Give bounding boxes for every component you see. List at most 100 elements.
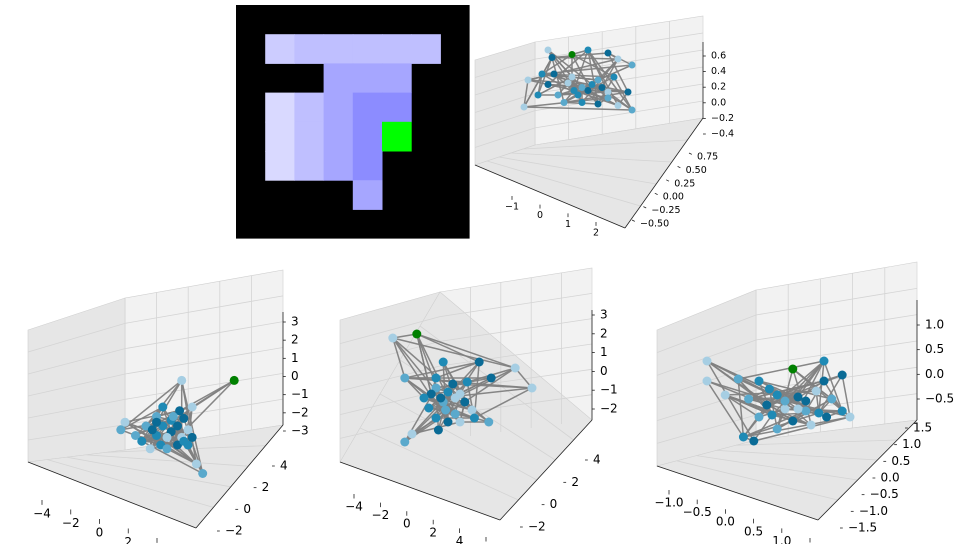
x-tick-label: 0.5 xyxy=(744,524,763,538)
z-tick-label: 0.2 xyxy=(711,82,726,93)
graph-node xyxy=(594,76,602,84)
grid-line xyxy=(474,58,536,78)
grid-line xyxy=(439,368,593,392)
graph-node xyxy=(764,384,774,394)
grid-line xyxy=(124,295,284,324)
graph-node xyxy=(179,413,189,423)
graph-node xyxy=(131,431,140,440)
grid-line xyxy=(439,292,593,318)
edge xyxy=(551,57,565,103)
graph-node xyxy=(152,417,161,427)
graph-node xyxy=(570,87,578,94)
graph-node xyxy=(419,393,429,403)
z-tick-label: 0 xyxy=(600,364,608,378)
edge xyxy=(547,49,589,86)
y-tick-mark xyxy=(688,152,692,155)
graph-node xyxy=(806,420,816,430)
graph-node xyxy=(801,406,811,416)
z-tick-label: 3 xyxy=(291,315,299,329)
graph-node xyxy=(524,76,532,84)
edge xyxy=(706,360,794,422)
graph-node xyxy=(191,459,201,469)
y-tick-label: −0.50 xyxy=(640,219,669,230)
grid-line xyxy=(339,316,441,345)
edge xyxy=(823,360,843,412)
graph-node xyxy=(811,386,821,396)
grid-line xyxy=(486,160,641,207)
grid-line xyxy=(656,414,757,444)
edge xyxy=(120,406,164,431)
edge xyxy=(724,394,760,418)
goal-node xyxy=(229,375,239,385)
graph-node xyxy=(793,404,803,414)
graph-node xyxy=(762,400,772,410)
graph-node xyxy=(801,396,811,406)
graph-node xyxy=(455,417,465,427)
z-tick-label: −2 xyxy=(291,405,309,419)
edge xyxy=(737,378,745,438)
grid-line xyxy=(47,459,214,508)
graph-node xyxy=(168,412,178,421)
x-tick-label: 0 xyxy=(96,526,104,540)
graph-node xyxy=(560,99,568,106)
graph-node xyxy=(443,387,453,397)
graph-node xyxy=(598,84,606,91)
z-tick-label: 3 xyxy=(600,308,608,322)
graph-node xyxy=(772,424,782,434)
y-tick-label: −2 xyxy=(528,520,546,534)
edge xyxy=(392,337,406,379)
z-tick-label: 1 xyxy=(291,351,299,365)
edge xyxy=(180,380,204,474)
grid-line xyxy=(498,156,657,185)
z-tick-label: 0.5 xyxy=(925,342,944,356)
y-tick-label: −1.0 xyxy=(859,504,888,518)
goal-node xyxy=(788,364,798,374)
graph-node xyxy=(179,436,189,446)
graph-node xyxy=(388,333,398,343)
y-axis-line xyxy=(817,419,918,521)
grid-line xyxy=(716,450,878,461)
grid-line xyxy=(27,424,126,441)
grid-line xyxy=(534,32,704,60)
edge xyxy=(742,404,768,438)
graph-node xyxy=(116,425,126,435)
graph-node xyxy=(837,406,847,416)
graph-node xyxy=(467,405,477,415)
edge xyxy=(166,436,197,465)
x-tick-label: −4 xyxy=(345,500,363,514)
grid-line xyxy=(27,373,126,397)
heatmap-cell xyxy=(323,34,354,64)
grid-world-heatmap xyxy=(236,5,470,239)
graph-node xyxy=(438,357,448,367)
edge xyxy=(437,381,468,431)
graph-node xyxy=(744,394,754,404)
graph-node xyxy=(433,425,443,435)
x-tick-label: 2 xyxy=(124,535,132,544)
grid-line xyxy=(419,325,574,441)
x-tick-label: 2 xyxy=(429,525,437,539)
edge xyxy=(601,58,619,88)
heatmap-cell xyxy=(323,151,354,181)
graph-node xyxy=(578,84,586,91)
edge xyxy=(818,360,825,414)
edge xyxy=(454,367,516,399)
y-tick-label: 0 xyxy=(243,502,251,516)
graph-node xyxy=(462,377,472,387)
graph-node xyxy=(147,425,157,435)
grid-line xyxy=(124,347,284,375)
graph-node xyxy=(173,421,182,431)
edge xyxy=(805,380,825,412)
y-tick-label: 0.5 xyxy=(891,454,910,468)
graph-node xyxy=(837,370,847,380)
heatmap-cell xyxy=(265,121,295,152)
graph-node xyxy=(594,100,602,108)
heatmap-cell xyxy=(323,121,354,152)
graph-node xyxy=(754,412,764,422)
graph-node xyxy=(548,54,556,61)
edge xyxy=(706,360,786,402)
edge xyxy=(738,360,825,380)
x-axis-line xyxy=(339,461,501,521)
graph-node xyxy=(450,409,460,419)
